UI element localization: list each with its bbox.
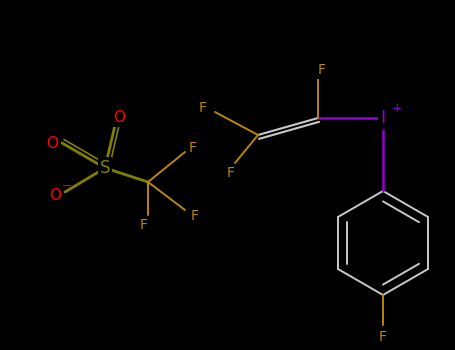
Text: F: F xyxy=(318,63,326,77)
Text: S: S xyxy=(100,159,110,177)
Text: F: F xyxy=(199,101,207,115)
Text: −: − xyxy=(62,180,72,193)
Text: O: O xyxy=(46,135,58,150)
Text: F: F xyxy=(189,141,197,155)
Text: F: F xyxy=(191,209,199,223)
Text: I: I xyxy=(380,109,386,127)
Text: +: + xyxy=(392,102,402,114)
Text: F: F xyxy=(379,330,387,344)
Text: F: F xyxy=(140,218,148,232)
Text: F: F xyxy=(227,166,235,180)
Text: O: O xyxy=(113,110,125,125)
Text: O: O xyxy=(49,189,61,203)
